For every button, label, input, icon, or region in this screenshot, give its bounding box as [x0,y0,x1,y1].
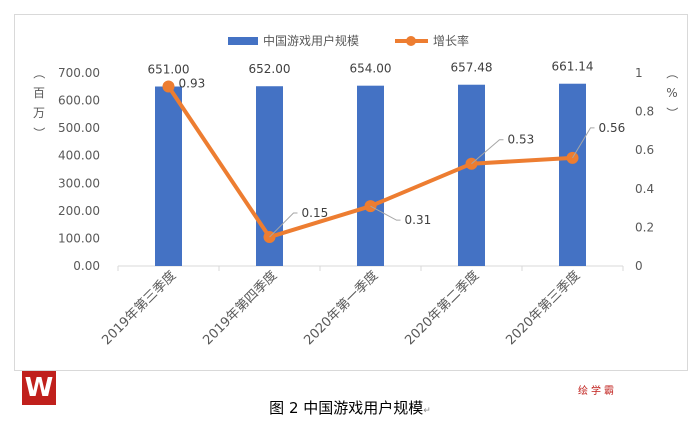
right-axis-title: （% ） [665,67,679,119]
legend-line-marker [406,36,416,46]
bar-value-label: 657.48 [451,61,493,75]
bar-value-label: 652.00 [249,62,291,76]
line-value-label: 0.93 [179,77,206,91]
left-axis-tick-label: 500.00 [58,121,100,135]
bar-value-label: 651.00 [148,63,190,77]
brand-logo: W [22,371,56,405]
right-axis-tick-label: 1 [635,66,643,80]
right-axis-tick-label: 0.8 [635,105,654,119]
bar [458,84,485,266]
axis-title-char: % [666,86,677,100]
line-value-label: 0.15 [302,206,329,220]
left-axis-tick-label: 600.00 [58,94,100,108]
chart-frame: 0.00 100.00 200.00 300.00 400.00 500.00 600.00… [14,14,688,371]
line-value-label: 0.31 [405,213,432,227]
figure-caption: 图 2 中国游戏用户规模↵ [0,397,700,418]
left-axis-tick-label: 200.00 [58,204,100,218]
data-label-leader-line [471,139,504,165]
return-mark: ↵ [423,406,431,416]
x-category-label: 2019年第四季度 [200,268,281,349]
chart-svg: 0.00 100.00 200.00 300.00 400.00 500.00 600.00… [32,33,679,349]
axis-title-char: 百 [33,86,45,100]
left-axis-title: （ 百万 ） [32,67,46,139]
right-axis-tick-label: 0.4 [635,182,654,196]
data-label-leader-line [269,212,298,238]
left-axis-tick-label: 100.00 [58,231,100,245]
x-category-label: 2020年第二季度 [402,268,483,349]
axis-title-char: ） [665,107,679,119]
line-value-label: 0.53 [508,133,535,147]
left-axis-tick-label: 700.00 [58,66,100,80]
bar-value-label: 661.14 [552,60,594,74]
x-category-label: 2019年第三季度 [99,268,180,349]
axis-title-char: 万 [33,106,45,120]
bar-value-label: 654.00 [350,62,392,76]
bar [155,86,182,266]
x-category-label: 2020年第三季度 [503,268,584,349]
legend-bar-swatch [228,37,258,45]
axis-title-char: （ [32,67,46,79]
left-axis-tick-label: 300.00 [58,176,100,190]
legend: 中国游戏用户规模 增长率 [228,33,469,48]
watermark-text: 绘学霸 [578,386,617,397]
line-point [162,80,175,93]
left-axis-tick-label: 400.00 [58,149,100,163]
bar [357,85,384,266]
right-axis-tick-label: 0.6 [635,143,654,157]
axis-title-char: ） [32,127,46,139]
left-axis-tick-label: 0.00 [73,259,100,273]
legend-line-label: 增长率 [433,33,469,48]
right-axis-tick-label: 0 [635,259,643,273]
data-label-leader-line [370,205,401,221]
caption-text: 图 2 中国游戏用户规模 [269,399,424,417]
line-value-label: 0.56 [599,121,626,135]
data-label-leader-line [572,127,595,159]
axis-title-char: （ [665,67,679,79]
x-category-label: 2020年第一季度 [301,268,382,349]
legend-bar-label: 中国游戏用户规模 [263,33,359,48]
bar [559,83,586,266]
right-axis-tick-label: 0.2 [635,220,654,234]
